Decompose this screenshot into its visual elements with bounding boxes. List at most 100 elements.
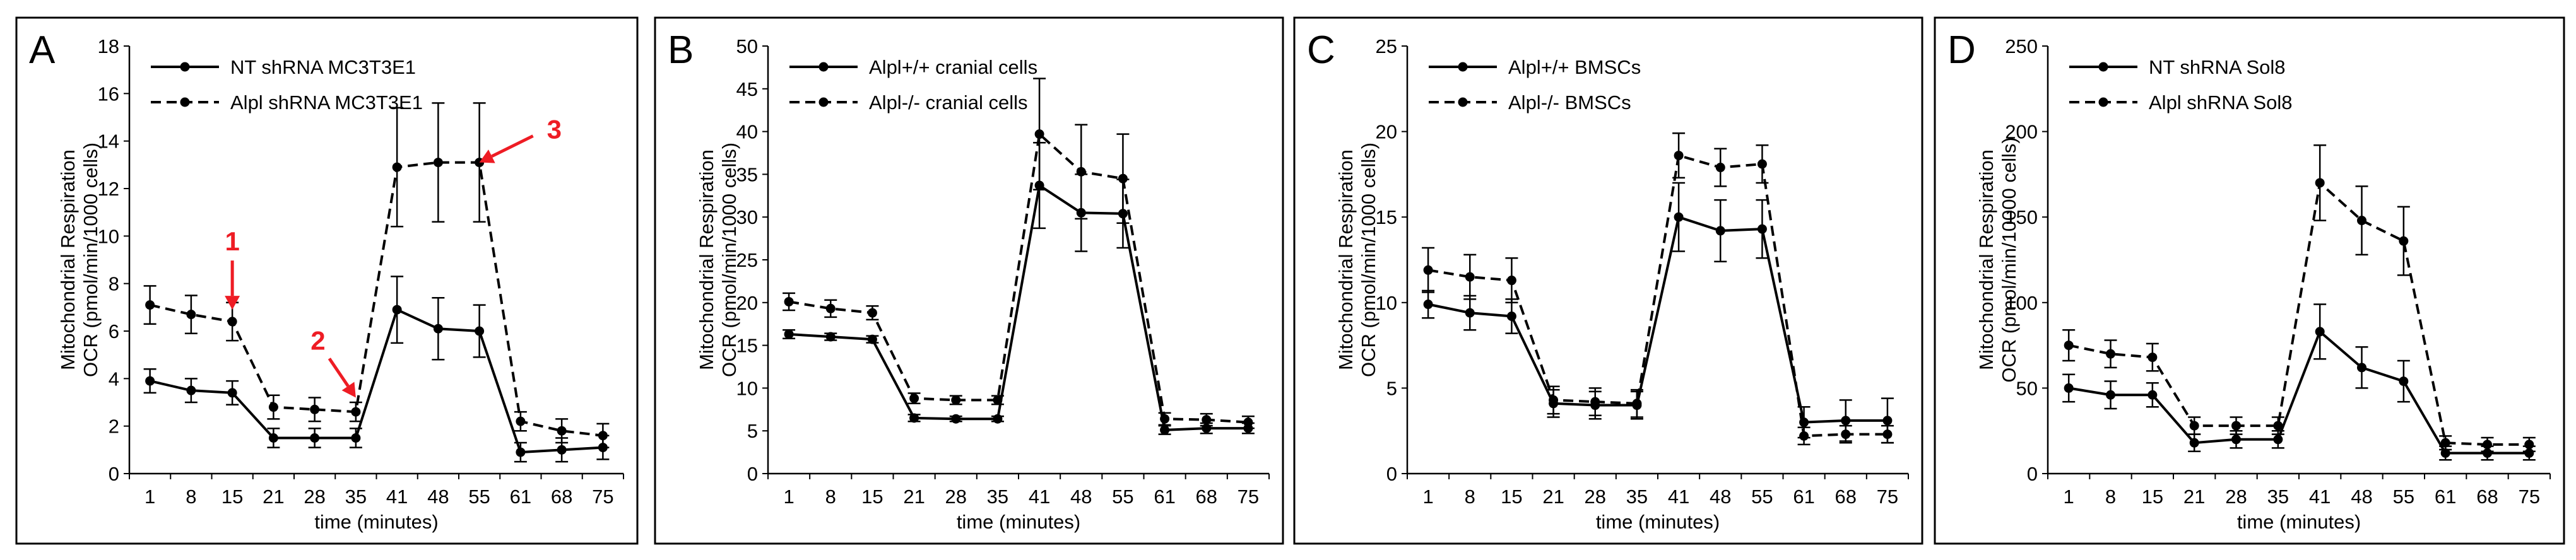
annotation-arrow: 1 [225, 226, 240, 310]
data-point [1423, 300, 1433, 310]
legend-label: Alpl+/+ BMSCs [1508, 56, 1641, 78]
data-point [1674, 151, 1684, 161]
legend-marker [2098, 62, 2108, 72]
y-axis-label-line: OCR (pmol/min/1000 cells) [718, 143, 740, 377]
data-point [1506, 311, 1516, 321]
data-point [2357, 363, 2366, 373]
data-point [993, 414, 1003, 424]
x-tick-label: 21 [1542, 486, 1564, 508]
data-point [2483, 440, 2492, 450]
y-axis-label: Mitochondrial Respiration OCR (pmol/min/1… [57, 143, 102, 377]
x-tick-label: 21 [2183, 486, 2205, 508]
x-tick-label: 8 [2105, 486, 2116, 508]
y-tick-label: 45 [736, 78, 758, 100]
data-point [186, 385, 196, 395]
x-tick-label: 8 [186, 486, 196, 508]
x-tick-label: 41 [1668, 486, 1689, 508]
y-tick-label: 35 [736, 163, 758, 185]
y-axis-label-line: Mitochondrial Respiration [695, 149, 718, 370]
x-tick-label: 28 [945, 486, 967, 508]
data-point [1882, 416, 1893, 426]
x-tick-label: 1 [2064, 486, 2074, 508]
annotation-arrow: 3 [479, 115, 562, 163]
y-tick-label: 2 [109, 416, 119, 438]
data-point [1160, 425, 1170, 435]
x-tick-label: 21 [903, 486, 925, 508]
series-line [1427, 216, 1888, 424]
y-axis-label: Mitochondrial Respiration OCR (pmol/min/1… [1335, 143, 1380, 377]
data-point [867, 334, 877, 344]
data-point [145, 376, 155, 386]
y-tick-label: 14 [98, 131, 119, 153]
y-tick-label: 50 [736, 35, 758, 57]
y-tick-label: 30 [736, 206, 758, 228]
panel-frame [1293, 16, 1923, 545]
annotation-arrow: 2 [310, 325, 356, 398]
y-tick-label: 16 [98, 83, 119, 105]
data-point [2524, 440, 2534, 450]
x-tick-label: 61 [1793, 486, 1814, 508]
legend-marker [180, 62, 190, 72]
x-tick-label: 68 [1835, 486, 1857, 508]
y-axis-label-line: Mitochondrial Respiration [1975, 149, 1997, 370]
x-tick-label: 35 [345, 486, 367, 508]
y-axis-label-line: Mitochondrial Respiration [57, 149, 79, 370]
y-tick-label: 40 [736, 121, 758, 143]
x-tick-label: 61 [2435, 486, 2456, 508]
x-tick-label: 48 [1710, 486, 1731, 508]
data-point [1590, 397, 1600, 407]
series-dashed [143, 102, 610, 448]
data-point [784, 329, 794, 339]
legend-entry: Alpl+/+ BMSCs [1429, 56, 1641, 78]
y-tick-label: 18 [98, 35, 119, 57]
legend-entry: Alpl+/+ cranial cells [789, 56, 1037, 78]
x-tick-label: 35 [1626, 486, 1648, 508]
x-axis-label: time (minutes) [314, 511, 438, 533]
y-axis-label: Mitochondrial Respiration OCR (pmol/min/1… [1975, 137, 2020, 382]
x-tick-label: 68 [2476, 486, 2498, 508]
series-dashed [2062, 144, 2536, 452]
y-tick-label: 10 [98, 225, 119, 247]
x-tick-label: 15 [861, 486, 883, 508]
y-tick-label: 12 [98, 178, 119, 200]
series-line [788, 132, 1249, 424]
panel-frame [15, 16, 639, 545]
legend-marker [1458, 62, 1468, 72]
x-tick-label: 75 [592, 486, 613, 508]
data-point [2106, 349, 2115, 359]
legend-marker [1458, 97, 1468, 107]
data-point [909, 394, 919, 404]
y-axis-label-line: OCR (pmol/min/10000 cells) [1998, 137, 2020, 382]
x-tick-label: 1 [145, 486, 155, 508]
y-tick-label: 25 [1376, 35, 1397, 57]
x-tick-label: 15 [2142, 486, 2163, 508]
data-point [1506, 276, 1516, 286]
data-point [784, 296, 794, 306]
panel-frame [654, 16, 1284, 545]
y-tick-label: 200 [2005, 121, 2038, 143]
series-solid [143, 276, 610, 463]
data-point [1841, 429, 1851, 440]
data-point [2148, 390, 2158, 400]
legend-label: NT shRNA Sol8 [2149, 56, 2286, 78]
legend-label: Alpl shRNA Sol8 [2149, 91, 2292, 114]
panel-d: D Mitochondrial Respiration OCR (pmol/min/… [1934, 16, 2565, 545]
data-point [2273, 435, 2283, 445]
data-point [1715, 226, 1725, 236]
y-tick-label: 4 [109, 368, 119, 390]
data-point [1465, 308, 1475, 318]
data-point [1715, 163, 1725, 173]
arrow-head [225, 296, 240, 310]
y-tick-label: 50 [2016, 377, 2038, 399]
data-point [1423, 265, 1433, 275]
y-tick-label: 20 [1376, 121, 1397, 143]
data-point [2189, 438, 2199, 448]
y-axis-label-line: OCR (pmol/min/1000 cells) [80, 143, 102, 377]
data-point [951, 414, 961, 424]
panel-letter: A [29, 28, 56, 72]
panel-b: B Mitochondrial Respiration OCR (pmol/min/… [654, 16, 1284, 545]
data-point [351, 433, 361, 443]
y-tick-label: 0 [747, 463, 758, 485]
y-tick-label: 20 [736, 292, 758, 314]
